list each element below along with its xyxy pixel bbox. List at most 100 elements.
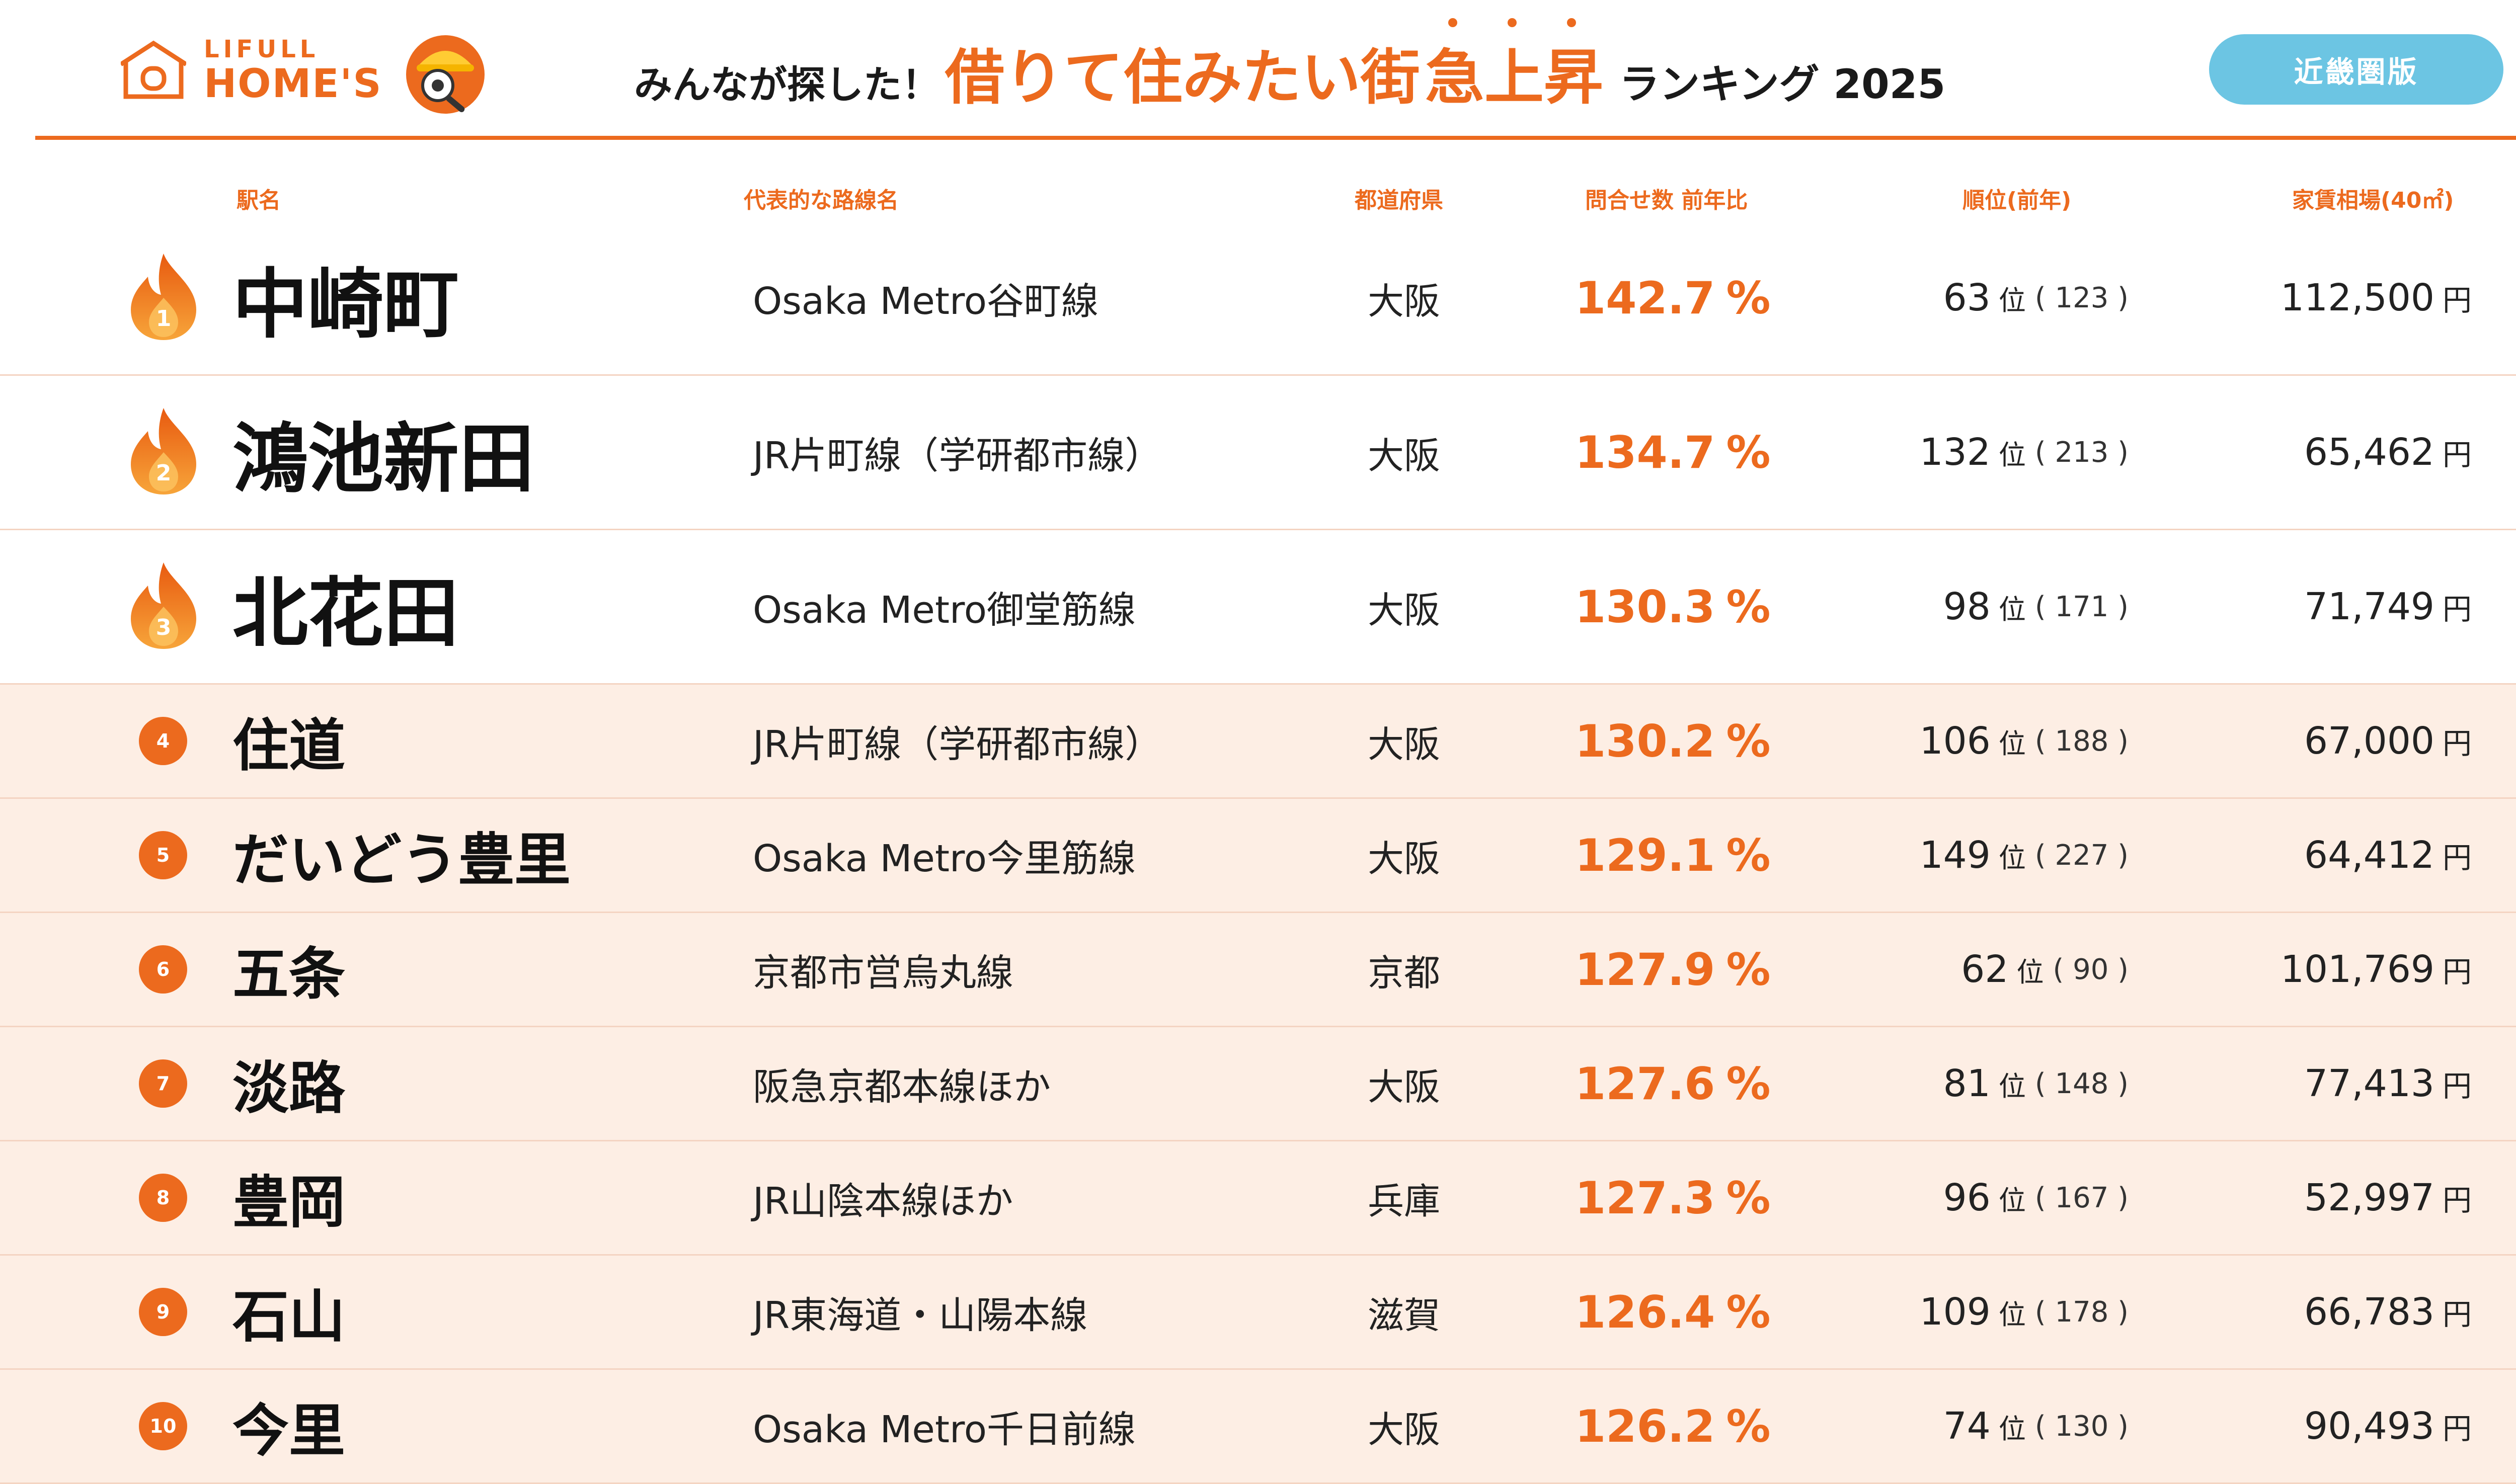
yen-unit: 円: [2442, 841, 2472, 875]
current-rank: 74: [1943, 1405, 1991, 1448]
prefecture: 大阪: [1367, 434, 1440, 477]
previous-rank: ( 188 ): [2034, 724, 2129, 758]
percent-unit: %: [1726, 715, 1771, 767]
ratio-value: 129.1: [1575, 829, 1715, 881]
rank-info: 62 位 ( 90 ): [1862, 913, 2129, 1026]
prefecture: 大阪: [1367, 723, 1440, 766]
rank-number-badge: 5: [139, 831, 187, 879]
emphasis-dot: [1508, 18, 1517, 27]
ranking-row: 4 住道 JR片町線（学研都市線） 大阪 130.2% 106 位( 188 ) …: [0, 685, 2516, 799]
current-rank: 62: [1961, 948, 2009, 991]
previous-rank: ( 213 ): [2034, 436, 2129, 469]
title-main: 借りて住みたい街: [945, 43, 1421, 112]
line-name: 阪急京都本線ほか: [753, 1065, 1051, 1109]
ratio-value: 126.2: [1575, 1400, 1715, 1452]
prefecture: 大阪: [1367, 837, 1440, 880]
lifull-homes-logo[interactable]: LIFULL HOME'S: [121, 30, 503, 116]
column-header-station: 駅名: [237, 188, 281, 213]
rent-value: 90,493: [2304, 1405, 2434, 1448]
flame-icon: 2: [126, 406, 201, 497]
station-name: 中崎町: [232, 261, 459, 349]
column-header-rank: 順位(前年): [1962, 188, 2072, 213]
line-name: JR山陰本線ほか: [753, 1179, 1013, 1223]
ratio-value: 126.4: [1575, 1286, 1715, 1338]
column-header-rent: 家賃相場(40㎡): [2292, 188, 2454, 213]
ratio-value: 127.3: [1575, 1172, 1715, 1224]
rank-unit: 位: [1998, 842, 2026, 874]
percent-unit: %: [1726, 943, 1771, 996]
rank-unit: 位: [1998, 439, 2026, 471]
yen-unit: 円: [2442, 438, 2472, 472]
percent-unit: %: [1726, 1057, 1771, 1110]
rank-unit: 位: [1998, 593, 2026, 625]
station-name: 鴻池新田: [232, 415, 535, 503]
station-name: 淡路: [232, 1056, 345, 1121]
title-accent-text: 急上昇: [1425, 43, 1604, 112]
rent-value: 67,000: [2304, 719, 2434, 763]
line-name: JR片町線（学研都市線）: [753, 722, 1162, 766]
yen-unit: 円: [2442, 1183, 2472, 1217]
ratio-value: 130.2: [1575, 715, 1715, 767]
station-name: 住道: [232, 713, 345, 779]
station-name: 豊岡: [232, 1170, 345, 1235]
station-name: 今里: [232, 1398, 345, 1464]
rank-info: 149 位( 227 ): [1862, 799, 2129, 912]
rent-price: 112,500 円: [2164, 221, 2472, 374]
title-suffix: ランキング 2025: [1619, 61, 1946, 108]
ranking-row: 5 だいどう豊里 Osaka Metro今里筋線 大阪 129.1% 149 位(…: [0, 799, 2516, 913]
rent-price: 77,413 円: [2164, 1027, 2472, 1140]
current-rank: 109: [1919, 1290, 1991, 1334]
rent-value: 112,500: [2280, 276, 2434, 319]
header: LIFULL HOME'S みんなが探した！借りて住みたい街急上昇 ランキング 2…: [0, 0, 2516, 141]
region-badge[interactable]: 近畿圏版: [2209, 34, 2503, 105]
inquiry-ratio: 129.1%: [1575, 799, 1771, 912]
ranking-row: 6 五条 京都市営烏丸線 京都 127.9% 62 位 ( 90 ) 101,769…: [0, 913, 2516, 1027]
percent-unit: %: [1726, 581, 1771, 633]
line-name: 京都市営烏丸線: [753, 951, 1013, 995]
ratio-value: 127.6: [1575, 1057, 1715, 1110]
page-title: みんなが探した！借りて住みたい街急上昇 ランキング 2025: [634, 18, 1946, 120]
ratio-value: 134.7: [1575, 426, 1715, 478]
rent-value: 101,769: [2280, 948, 2434, 991]
title-accent: 急上昇: [1425, 18, 1604, 115]
yen-unit: 円: [2442, 1069, 2472, 1103]
rent-price: 71,749 円: [2164, 530, 2472, 683]
rank-info: 132 位( 213 ): [1862, 376, 2129, 529]
station-name: だいどう豊里: [232, 828, 571, 893]
station-name: 五条: [232, 942, 345, 1007]
rent-value: 65,462: [2304, 431, 2434, 474]
previous-rank: ( 178 ): [2034, 1295, 2129, 1329]
rank-info: 63 位( 123 ): [1862, 221, 2129, 374]
rent-price: 101,769 円: [2164, 913, 2472, 1026]
rank-unit: 位: [1998, 1298, 2026, 1331]
percent-unit: %: [1726, 1400, 1771, 1452]
prefecture: 京都: [1367, 951, 1440, 994]
ranking-row: 2 鴻池新田 JR片町線（学研都市線） 大阪 134.7% 132 位( 213 …: [0, 376, 2516, 530]
percent-unit: %: [1726, 1286, 1771, 1338]
logo-wordmark: LIFULL HOME'S: [204, 37, 382, 104]
yen-unit: 円: [2442, 955, 2472, 989]
rank-number-badge: 10: [139, 1402, 187, 1450]
rank-number-badge: 8: [139, 1174, 187, 1222]
rank-unit: 位: [1998, 1184, 2026, 1216]
percent-unit: %: [1726, 829, 1771, 881]
rank-unit: 位: [1998, 1413, 2026, 1445]
line-name: JR東海道・山陽本線: [753, 1293, 1088, 1337]
column-header-prefecture: 都道府県: [1355, 188, 1443, 213]
rank-number-badge: 4: [139, 717, 187, 765]
inquiry-ratio: 130.3%: [1575, 530, 1771, 683]
flame-icon: 1: [126, 252, 201, 342]
yen-unit: 円: [2442, 1412, 2472, 1446]
previous-rank: ( 130 ): [2034, 1410, 2129, 1443]
current-rank: 149: [1919, 834, 1991, 877]
ratio-value: 142.7: [1575, 272, 1715, 324]
inquiry-ratio: 126.2%: [1575, 1370, 1771, 1482]
prefecture: 滋賀: [1367, 1294, 1440, 1337]
ranking-row: 7 淡路 阪急京都本線ほか 大阪 127.6% 81 位( 148 ) 77,41…: [0, 1027, 2516, 1141]
ranking-row: 9 石山 JR東海道・山陽本線 滋賀 126.4% 109 位( 178 ) 66…: [0, 1256, 2516, 1370]
prefecture: 大阪: [1367, 1408, 1440, 1451]
station-name: 石山: [232, 1284, 345, 1350]
rank-info: 96 位( 167 ): [1862, 1141, 2129, 1254]
prefecture: 大阪: [1367, 280, 1440, 322]
inquiry-ratio: 126.4%: [1575, 1256, 1771, 1368]
